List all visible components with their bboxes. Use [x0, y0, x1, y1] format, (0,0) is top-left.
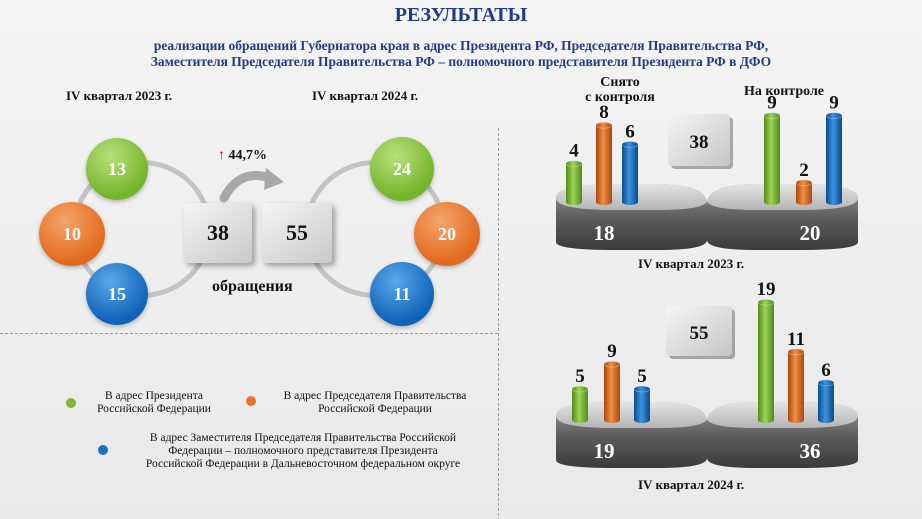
legend-chairman-line-2: Российской Федерации: [318, 403, 432, 415]
legend-deputy-line-3: Российской Федерации в Дальневосточном ф…: [145, 458, 461, 470]
chart-1-bar-0-chairman-bottom: [604, 417, 620, 423]
chart-1-bar-0-chairman-label: 9: [607, 341, 617, 362]
removed-line-2: с контроля: [585, 90, 655, 105]
chart-0-bar-0-deputy: [622, 144, 638, 202]
chart-0-bar-1-president-label: 9: [767, 93, 777, 114]
up-arrow-icon: ↑: [218, 148, 225, 163]
chart-1-bar-1-president: [758, 302, 774, 420]
chart-0-bar-0-chairman-label: 8: [599, 102, 609, 123]
chart-0-bar-1-chairman-bottom: [796, 199, 812, 205]
legend-deputy-line-1: В адрес Заместителя Председателя Правите…: [149, 432, 457, 444]
chart-1-bar-1-deputy-bottom: [818, 417, 834, 423]
chart-0-total-tile: [668, 114, 730, 166]
chart-0-bar-0-chairman-bottom: [596, 199, 612, 205]
total-caption: обращения: [212, 278, 293, 295]
quarter-2024-label: IV квартал 2024 г.: [312, 88, 419, 103]
chart-1-bar-1-chairman-cap: [787, 348, 805, 356]
circle-2023-deputy: 15: [86, 263, 148, 325]
chart-1-bar-0-deputy-label: 5: [637, 366, 647, 387]
legend-president-line-1: В адрес Президента: [105, 390, 203, 402]
chart-1-group-1-total: 36: [800, 439, 821, 463]
chart-1-bar-0-president-label: 5: [575, 366, 585, 387]
curved-arrow-icon: [219, 168, 284, 203]
chart-1-total-value: 55: [690, 323, 709, 344]
growth-value: 44,7%: [228, 148, 268, 163]
circle-2023-president: 13: [86, 138, 148, 200]
legend-dot-deputy: [98, 445, 108, 455]
circle-2024-deputy: 11: [370, 262, 434, 326]
chart-0-bar-0-president: [566, 163, 582, 202]
chart-1-bar-0-president-cap: [571, 385, 589, 393]
legend-president-line-2: Российской Федерации: [97, 403, 211, 415]
chart-1-bar-1-deputy-label: 6: [821, 360, 831, 381]
chart-1-bar-0-president-bottom: [572, 417, 588, 423]
subtitle-line-1: реализации обращений Губернатора края в …: [153, 38, 769, 53]
chart-0-group-1-total: 20: [800, 221, 821, 245]
chart-1-bar-1-deputy: [818, 382, 834, 420]
circle-2023-chairman: 10: [39, 202, 105, 266]
chart-1-bar-1-president-cap: [757, 298, 775, 306]
chart-1-bar-1-president-bottom: [758, 417, 774, 423]
subtitle-line-2: Заместителя Председателя Правительства Р…: [150, 54, 772, 69]
legend-president: В адрес Президента Российской Федерации: [84, 390, 224, 416]
quarter-2023-label: IV квартал 2023 г.: [66, 88, 173, 103]
on-control-header: На контроле: [743, 84, 825, 99]
chart-1-bar-0-president: [572, 389, 588, 420]
chart-1-bar-0-deputy-bottom: [634, 417, 650, 423]
total-2024-tile: 55: [262, 203, 332, 263]
chart-1-bar-0-chairman: [604, 364, 620, 420]
chart-0-bar-0-chairman-cap: [595, 121, 613, 129]
chart-0-bar-1-chairman-cap: [795, 179, 813, 187]
chart-0-group-0-total: 18: [594, 221, 615, 245]
chart-0-bar-1-deputy-label: 9: [829, 93, 839, 114]
legend-dot-chairman: [246, 396, 256, 406]
chart-0-bar-0-deputy-label: 6: [625, 121, 635, 142]
circle-2024-president: 24: [370, 137, 434, 201]
removed-line-1: Снято: [600, 75, 640, 90]
legend-deputy-line-2: Федерации – полномочного представителя П…: [168, 445, 438, 457]
page-title: РЕЗУЛЬТАТЫ: [394, 4, 528, 26]
chart-0-bar-0-president-cap: [565, 160, 583, 168]
circle-2024-chairman: 20: [414, 202, 480, 266]
chart-0-bar-1-president-bottom: [764, 199, 780, 205]
chart-1-bar-1-president-label: 19: [757, 279, 776, 300]
chart-0-bar-0-deputy-cap: [621, 140, 639, 148]
chart-0-bar-0-president-label: 4: [569, 141, 579, 162]
removed-from-control-header: Снято с контроля: [560, 75, 680, 105]
chart-0-bar-1-deputy: [826, 115, 842, 202]
chart-2023-caption: IV квартал 2023 г.: [638, 256, 745, 271]
chart-1-bar-1-deputy-cap: [817, 379, 835, 387]
chart-1-bar-1-chairman-bottom: [788, 417, 804, 423]
chart-0-bar-1-chairman: [796, 182, 812, 202]
chart-0-bar-0-chairman: [596, 125, 612, 202]
growth-indicator: ↑ 44,7%: [218, 148, 267, 164]
chart-1-bar-0-chairman-cap: [603, 360, 621, 368]
chart-0-bar-0-deputy-bottom: [622, 199, 638, 205]
chart-0-total-value: 38: [690, 132, 709, 153]
total-2023-tile: 38: [184, 203, 252, 263]
chart-0-bar-1-deputy-cap: [825, 112, 843, 119]
chart-1-total-tile: [666, 306, 732, 356]
chart-1-group-0-total: 19: [594, 439, 615, 463]
legend-deputy: В адрес Заместителя Председателя Правите…: [110, 432, 496, 471]
chart-0-bar-1-chairman-label: 2: [799, 160, 809, 181]
chart-0-bar-1-president: [764, 115, 780, 202]
chart-1-bar-0-deputy: [634, 389, 650, 420]
horizontal-divider: [0, 333, 498, 334]
legend-chairman: В адрес Председателя Правительства Росси…: [262, 390, 488, 416]
chart-1-bar-1-chairman-label: 11: [787, 329, 805, 350]
page-subtitle: реализации обращений Губернатора края в …: [0, 38, 922, 70]
legend-dot-president: [66, 398, 76, 408]
chart-0-bar-0-president-bottom: [566, 199, 582, 205]
vertical-divider: [498, 128, 499, 519]
chart-1-platform-top: [556, 402, 858, 428]
chart-0-bar-1-president-cap: [763, 112, 781, 119]
chart-1-bar-0-deputy-cap: [633, 385, 651, 393]
chart-2024-caption: IV квартал 2024 г.: [638, 477, 745, 492]
chart-1-bar-1-chairman: [788, 351, 804, 420]
legend-chairman-line-1: В адрес Председателя Правительства: [283, 390, 467, 402]
chart-0-bar-1-deputy-bottom: [826, 199, 842, 205]
